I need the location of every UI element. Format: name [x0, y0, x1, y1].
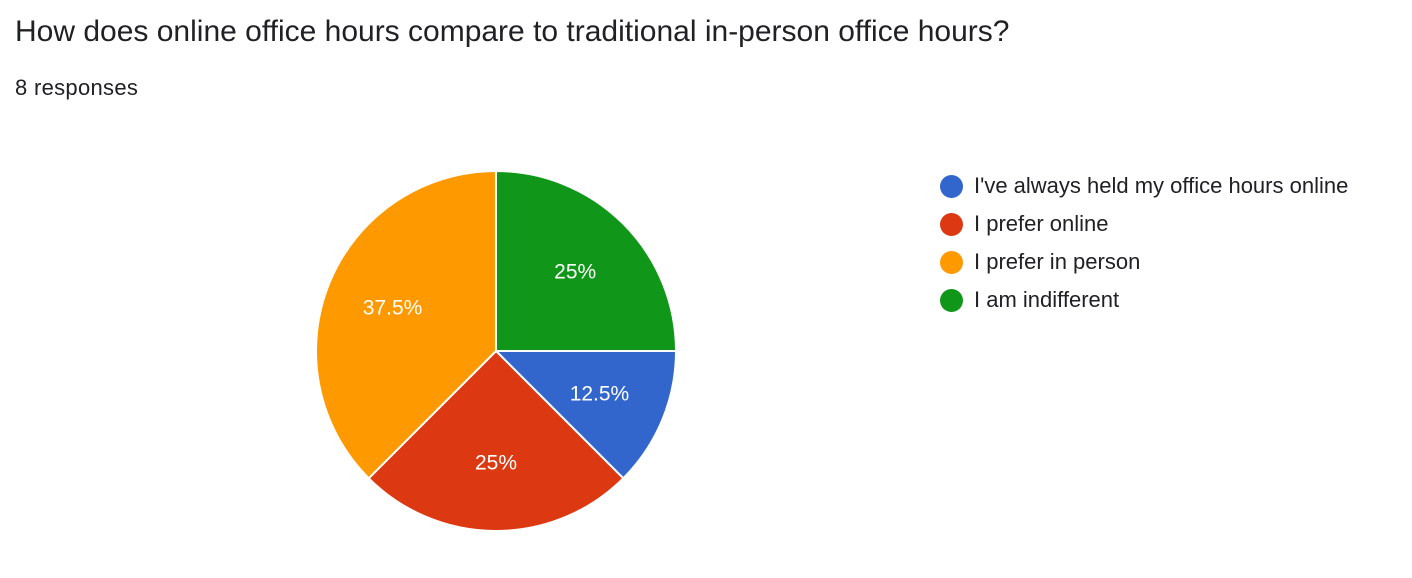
legend-swatch — [940, 250, 963, 274]
response-count: 8 responses — [15, 75, 139, 100]
pie-slice[interactable] — [367, 349, 625, 532]
pie-slice-label: 25% — [554, 260, 596, 283]
chart-legend: I've always held my office hours online … — [940, 167, 1348, 319]
legend-item[interactable]: I prefer online — [940, 205, 1348, 243]
legend-label: I prefer in person — [974, 249, 1141, 274]
pie-slices — [315, 169, 678, 532]
pie-slice[interactable] — [493, 350, 678, 480]
pie-slice-label: 25% — [475, 452, 517, 475]
pie-slice-label: 37.5% — [363, 297, 423, 320]
question-title: How does online office hours compare to … — [15, 15, 1010, 48]
pie-labels: 12.5% 25% 37.5% 25% — [363, 260, 629, 474]
legend-swatch — [940, 288, 963, 312]
pie-slice-label: 12.5% — [570, 382, 630, 405]
legend-label: I prefer online — [974, 211, 1109, 236]
pie-slice[interactable] — [315, 169, 497, 480]
legend-item[interactable]: I prefer in person — [940, 243, 1348, 281]
legend-swatch — [940, 212, 963, 236]
legend-item[interactable]: I am indifferent — [940, 281, 1348, 319]
legend-item[interactable]: I've always held my office hours online — [940, 167, 1348, 205]
legend-swatch — [940, 174, 963, 198]
legend-label: I've always held my office hours online — [974, 173, 1349, 198]
pie-slice[interactable] — [495, 169, 678, 352]
legend-label: I am indifferent — [974, 287, 1120, 312]
